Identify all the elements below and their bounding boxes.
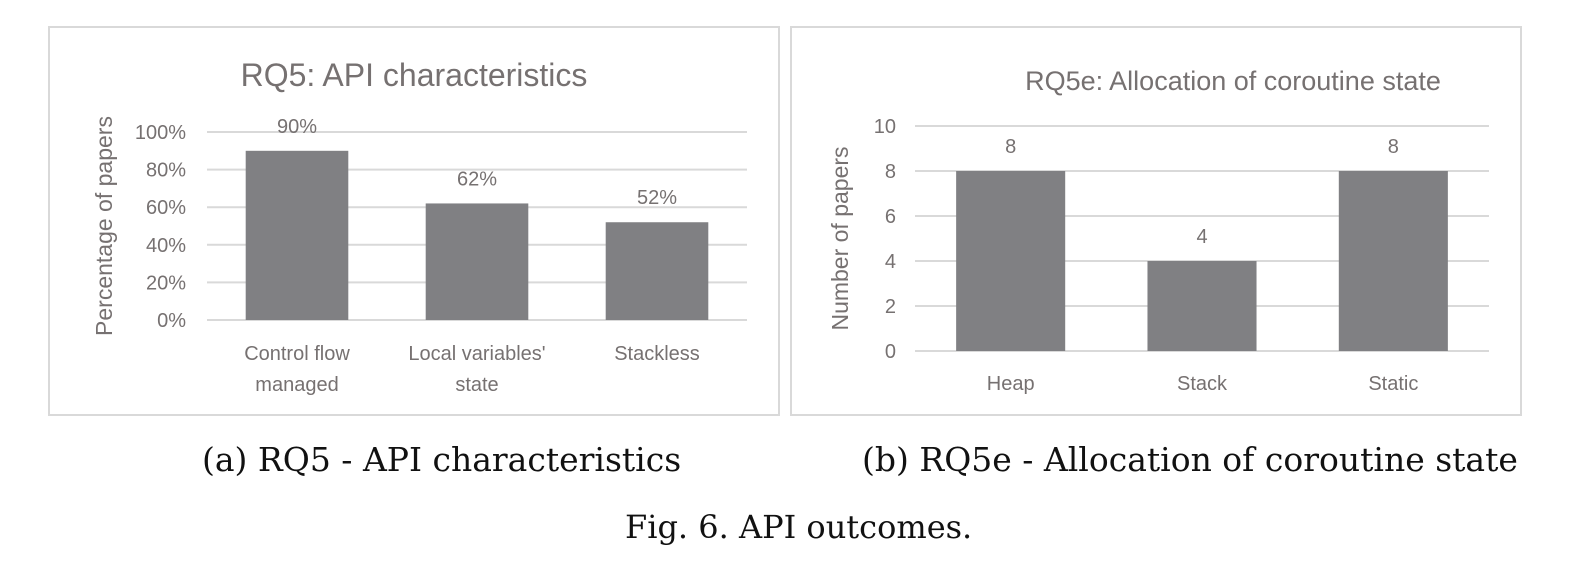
- y-tick-label: 0: [885, 341, 896, 363]
- x-tick-label: Stack: [1177, 373, 1228, 395]
- y-tick-label: 100%: [135, 122, 186, 144]
- x-tick-label: Static: [1368, 373, 1418, 395]
- y-tick-label: 20%: [146, 272, 186, 294]
- y-tick-label: 10: [874, 116, 896, 138]
- subcaption-a: (a) RQ5 - API characteristics: [202, 440, 682, 479]
- data-label: 52%: [637, 187, 677, 209]
- subcaption-b: (b) RQ5e - Allocation of coroutine state: [862, 440, 1518, 479]
- chart-panel-coroutine-allocation: RQ5e: Allocation of coroutine state 0 2 4 6 8…: [790, 26, 1522, 416]
- chart-title: RQ5: API characteristics: [241, 57, 588, 93]
- x-tick-label: managed: [255, 374, 338, 396]
- chart-coroutine-allocation: RQ5e: Allocation of coroutine state 0 2 4 6 8…: [827, 66, 1489, 395]
- y-tick-label: 4: [885, 251, 896, 273]
- figure-caption: Fig. 6. API outcomes.: [625, 508, 973, 546]
- y-tick-label: 0%: [157, 310, 186, 332]
- data-label: 90%: [277, 116, 317, 138]
- x-tick-label: Control flow: [244, 343, 350, 365]
- y-tick-label: 60%: [146, 197, 186, 219]
- x-tick-label: Local variables': [408, 343, 545, 365]
- x-tick-label: state: [455, 374, 498, 396]
- y-tick-label: 6: [885, 206, 896, 228]
- data-label: 4: [1196, 226, 1207, 248]
- chart-api-characteristics: RQ5: API characteristics 0% 20% 40% 60% 80% 10…: [91, 57, 747, 396]
- bar: [605, 222, 709, 320]
- bar: [1147, 261, 1257, 351]
- chart-panel-api-characteristics: RQ5: API characteristics 0% 20% 40% 60% 80% 10…: [48, 26, 780, 416]
- data-label: 62%: [457, 168, 497, 190]
- bar: [245, 150, 349, 320]
- bar: [1338, 171, 1448, 351]
- x-tick-label: Stackless: [614, 343, 700, 365]
- data-label: 8: [1005, 136, 1016, 158]
- y-axis-label: Number of papers: [827, 146, 853, 330]
- data-label: 8: [1388, 136, 1399, 158]
- y-tick-label: 2: [885, 296, 896, 318]
- y-axis-label: Percentage of papers: [91, 116, 117, 336]
- x-tick-label: Heap: [987, 373, 1035, 395]
- bar: [956, 171, 1066, 351]
- chart-title: RQ5e: Allocation of coroutine state: [1025, 66, 1441, 96]
- bar: [425, 203, 529, 320]
- y-tick-label: 80%: [146, 160, 186, 182]
- y-tick-label: 40%: [146, 235, 186, 257]
- y-tick-label: 8: [885, 161, 896, 183]
